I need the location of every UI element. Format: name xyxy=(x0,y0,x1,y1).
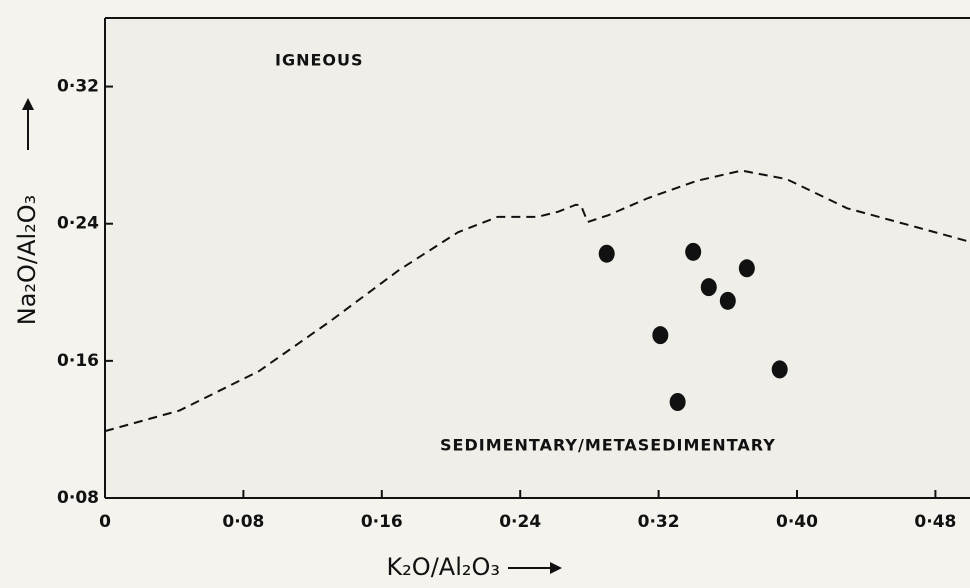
sample-point xyxy=(669,393,686,411)
sample-point xyxy=(652,326,669,345)
y-tick-label: 0·16 xyxy=(57,351,99,371)
y-tick-label: 0·08 xyxy=(57,488,99,508)
x-tick-label: 0·24 xyxy=(499,512,541,532)
x-arrow-head xyxy=(550,562,562,574)
x-tick-label: 0·16 xyxy=(361,512,403,532)
y-tick-label: 0·24 xyxy=(57,214,99,234)
x-tick-label: 0·40 xyxy=(776,512,818,532)
sedimentary-label: SEDIMENTARY/METASEDIMENTARY xyxy=(440,436,776,455)
sample-point xyxy=(738,259,755,278)
y-tick-label: 0·32 xyxy=(57,77,99,97)
sample-point xyxy=(719,291,736,310)
x-tick-label: 0·32 xyxy=(638,512,680,532)
y-axis-title: Na₂O/Al₂O₃ xyxy=(13,195,41,325)
x-tick-label: 0·48 xyxy=(914,512,956,532)
plot-area xyxy=(105,18,970,498)
x-axis-title: K₂O/Al₂O₃ xyxy=(386,553,500,581)
boundary-line xyxy=(104,169,967,433)
sample-point xyxy=(700,278,717,297)
sample-point xyxy=(685,242,702,261)
sample-point xyxy=(598,244,615,263)
sample-point xyxy=(771,360,788,379)
igneous-label: IGNEOUS xyxy=(275,51,364,70)
y-arrow-head xyxy=(22,98,34,110)
x-tick-label: 0·08 xyxy=(222,512,264,532)
x-tick-label: 0 xyxy=(99,512,111,532)
